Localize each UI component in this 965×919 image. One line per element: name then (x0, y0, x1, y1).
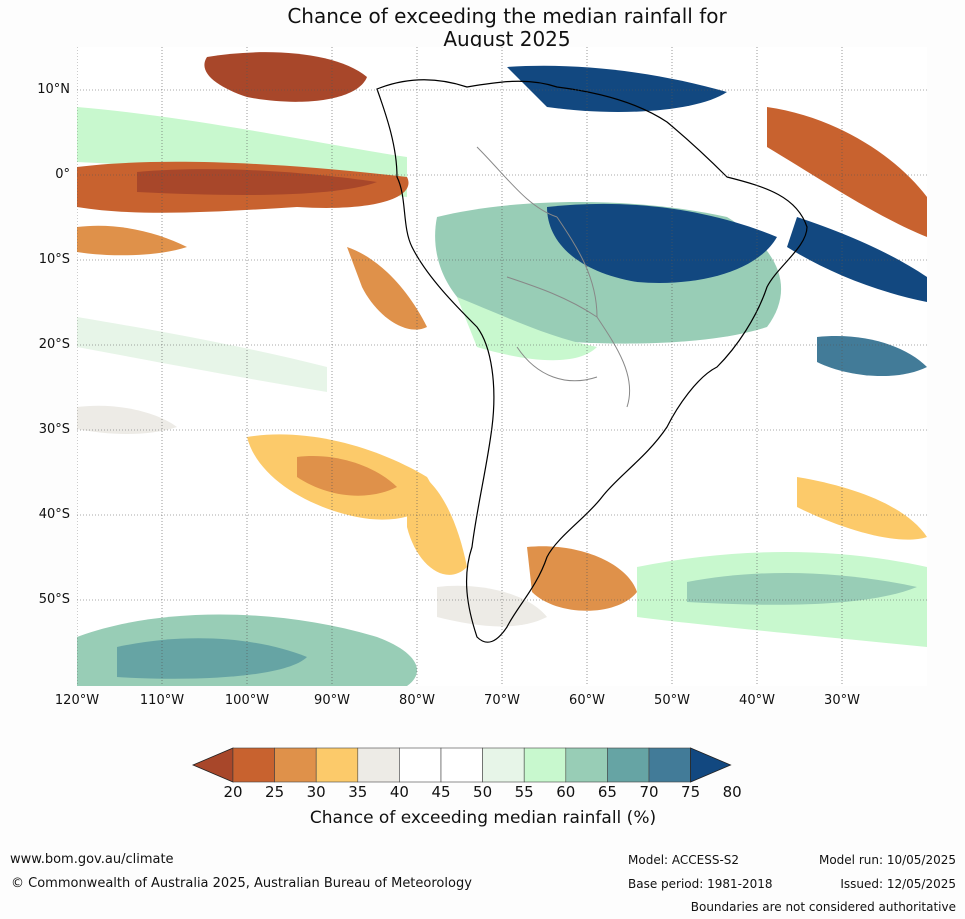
region-dry-west-10s (77, 225, 187, 256)
colorbar-swatch (648, 747, 691, 783)
region-dry-patagonia-east (527, 546, 637, 611)
colorbar-tick-label: 40 (389, 783, 409, 801)
colorbar-swatch (315, 747, 359, 783)
map-title: Chance of exceeding the median rainfall … (0, 5, 965, 51)
region-dry-patagonia-west (407, 467, 467, 575)
lon-tick-label: 120°W (54, 693, 100, 708)
colorbar-swatch (399, 747, 442, 783)
coastline-south-america (376, 79, 808, 643)
lon-tick-label: 90°W (314, 693, 350, 708)
colorbar-label: Chance of exceeding median rainfall (%) (309, 808, 657, 828)
title-line-2: August 2025 (443, 27, 571, 51)
lat-tick-label: 10°S (38, 252, 70, 267)
colorbar-tick-label: 80 (722, 783, 742, 801)
copyright-text: © Commonwealth of Australia 2025, Austra… (11, 876, 472, 891)
colorbar-arrow-low (192, 747, 234, 783)
colorbar-tick-label: 75 (681, 783, 701, 801)
region-wet-caribbean (507, 65, 727, 112)
colorbar-swatch (274, 747, 317, 783)
colorbar-swatch (565, 747, 608, 783)
region-dry-equator-dark (137, 169, 377, 195)
lon-tick-label: 40°W (739, 693, 775, 708)
colorbar-tick-label: 65 (597, 783, 617, 801)
base-period-text: Base period: 1981-2018 (628, 877, 773, 891)
colorbar-tick-label: 35 (348, 783, 368, 801)
colorbar-tick-label: 50 (473, 783, 493, 801)
region-dry-peru-coast (347, 247, 427, 330)
region-dry-east-atlantic-s (797, 477, 927, 540)
issued-text: Issued: 12/05/2025 (840, 877, 956, 891)
colorbar-tick-label: 25 (265, 783, 285, 801)
region-dry-east-atlantic-ne (767, 107, 927, 237)
lat-tick-label: 20°S (38, 337, 70, 352)
region-wet-central-band (457, 297, 597, 361)
lon-tick-label: 30°W (824, 693, 860, 708)
lon-tick-label: 70°W (484, 693, 520, 708)
region-neutral-patagonia (437, 585, 547, 627)
region-wet-east-atlantic-band (787, 217, 927, 302)
lat-tick-label: 40°S (38, 507, 70, 522)
lat-tick-label: 10°N (37, 82, 70, 97)
region-wet-amazon-core (547, 203, 777, 283)
colorbar-arrow-high (690, 747, 732, 783)
colorbar-tick-label: 30 (306, 783, 326, 801)
colorbar-tick-label: 45 (431, 783, 451, 801)
colorbar-swatch (232, 747, 275, 783)
region-southeast-teal (687, 572, 917, 605)
region-dry-north-brown (204, 52, 367, 102)
colorbar-tick-label: 55 (514, 783, 534, 801)
colorbar-tick-label: 60 (556, 783, 576, 801)
region-neutral-west (77, 405, 177, 434)
region-wet-east-atlantic-20s (817, 336, 927, 377)
title-line-1: Chance of exceeding the median rainfall … (287, 4, 727, 28)
region-dry-subtropics-core (297, 456, 397, 496)
lat-tick-label: 50°S (38, 592, 70, 607)
lon-tick-label: 80°W (399, 693, 435, 708)
region-light-green-west (77, 317, 327, 392)
lon-tick-label: 110°W (139, 693, 185, 708)
lon-tick-label: 60°W (569, 693, 605, 708)
colorbar-swatch (440, 747, 483, 783)
lon-tick-label: 50°W (654, 693, 690, 708)
colorbar-tick-label: 20 (223, 783, 243, 801)
website-text: www.bom.gov.au/climate (10, 852, 174, 867)
colorbar (192, 747, 732, 783)
colorbar-swatch (357, 747, 400, 783)
lat-tick-label: 0° (55, 167, 70, 182)
colorbar-tick-label: 70 (639, 783, 659, 801)
lat-tick-label: 30°S (38, 422, 70, 437)
lon-tick-label: 100°W (224, 693, 270, 708)
colorbar-swatch (482, 747, 525, 783)
disclaimer-text: Boundaries are not considered authoritat… (690, 900, 956, 914)
colorbar-swatch (607, 747, 650, 783)
country-borders (476, 146, 631, 408)
rainfall-map (77, 47, 927, 686)
graticule (77, 47, 927, 686)
model-text: Model: ACCESS-S2 (628, 853, 740, 867)
colorbar-swatch (523, 747, 567, 783)
model-run-text: Model run: 10/05/2025 (818, 853, 956, 867)
region-south-teal-dark (117, 638, 307, 679)
